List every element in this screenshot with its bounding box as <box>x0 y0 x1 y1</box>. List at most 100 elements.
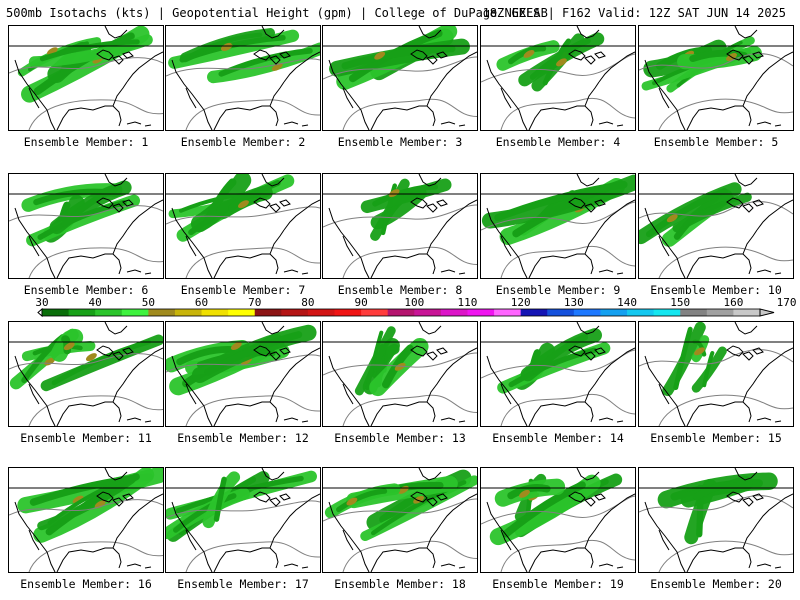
ensemble-member-label: Ensemble Member: 5 <box>653 135 779 149</box>
colorbar-swatch <box>148 309 176 316</box>
ensemble-member-label: Ensemble Member: 19 <box>492 577 624 591</box>
product-title: 500mb Isotachs (kts) | Geopotential Heig… <box>6 6 548 20</box>
ensemble-member-label: Ensemble Member: 6 <box>23 283 149 297</box>
colorbar-left-arrow <box>37 307 43 318</box>
map-graphic <box>481 174 635 278</box>
ensemble-map-7 <box>165 173 321 279</box>
ensemble-member-label: Ensemble Member: 16 <box>20 577 152 591</box>
ensemble-member-label: Ensemble Member: 8 <box>337 283 463 297</box>
colorbar-tick-label: 160 <box>723 298 743 309</box>
ensemble-map-8 <box>322 173 478 279</box>
map-graphic <box>481 322 635 426</box>
colorbar-swatch <box>440 309 468 316</box>
colorbar-swatch <box>494 309 522 316</box>
ensemble-member-label: Ensemble Member: 14 <box>492 431 624 445</box>
ensemble-member-label: Ensemble Member: 17 <box>177 577 309 591</box>
colorbar-swatch <box>361 309 389 316</box>
colorbar-tick-label: 70 <box>248 298 261 309</box>
map-graphic <box>9 322 163 426</box>
ensemble-member-label: Ensemble Member: 4 <box>495 135 621 149</box>
colorbar-tick-label: 60 <box>195 298 208 309</box>
ensemble-map-5 <box>638 25 794 131</box>
colorbar-swatch <box>307 309 336 316</box>
ensemble-map-12 <box>165 321 321 427</box>
ensemble-map-2 <box>165 25 321 131</box>
ensemble-member-label: Ensemble Member: 10 <box>650 283 782 297</box>
ensemble-map-10 <box>638 173 794 279</box>
ensemble-map-6 <box>8 173 164 279</box>
colorbar-swatch <box>254 309 282 316</box>
map-graphic <box>323 26 477 130</box>
colorbar-tick-label: 50 <box>142 298 155 309</box>
colorbar-swatch <box>547 309 575 316</box>
wind-speed-colorbar: 30 40 50 60 70 80 90 100 110 120 130 140 150 160 170 <box>0 298 800 320</box>
colorbar-swatch <box>95 309 123 316</box>
colorbar-swatch <box>201 309 229 316</box>
colorbar-swatch <box>281 309 309 316</box>
colorbar-tick-label: 80 <box>301 298 314 309</box>
ensemble-map-3 <box>322 25 478 131</box>
map-graphic <box>481 26 635 130</box>
colorbar-tick-label: 100 <box>404 298 424 309</box>
colorbar-swatch <box>414 309 442 316</box>
ensemble-map-13 <box>322 321 478 427</box>
colorbar-swatch <box>334 309 362 316</box>
colorbar-tick-label: 140 <box>617 298 637 309</box>
map-graphic <box>9 174 163 278</box>
map-graphic <box>481 468 635 572</box>
ensemble-map-9 <box>480 173 636 279</box>
colorbar-tick-label: 120 <box>511 298 531 309</box>
ensemble-map-19 <box>480 467 636 573</box>
colorbar-swatch <box>228 309 256 316</box>
ensemble-member-label: Ensemble Member: 12 <box>177 431 309 445</box>
ensemble-map-1 <box>8 25 164 131</box>
ensemble-member-label: Ensemble Member: 20 <box>650 577 782 591</box>
colorbar-tick-label: 30 <box>35 298 48 309</box>
ensemble-member-label: Ensemble Member: 15 <box>650 431 782 445</box>
colorbar-swatch <box>706 309 734 316</box>
map-graphic <box>166 26 320 130</box>
colorbar-swatch <box>121 309 149 316</box>
map-graphic <box>323 322 477 426</box>
ensemble-member-label: Ensemble Member: 1 <box>23 135 149 149</box>
ensemble-map-14 <box>480 321 636 427</box>
run-valid-time: 18Z GEFS | F162 Valid: 12Z SAT JUN 14 20… <box>482 6 786 20</box>
colorbar-tick-label: 170 <box>777 298 797 309</box>
colorbar-swatch <box>680 309 708 316</box>
ensemble-member-label: Ensemble Member: 2 <box>180 135 306 149</box>
ensemble-map-18 <box>322 467 478 573</box>
colorbar-swatch <box>520 309 548 316</box>
map-graphic <box>166 468 320 572</box>
ensemble-map-20 <box>638 467 794 573</box>
ensemble-member-label: Ensemble Member: 11 <box>20 431 152 445</box>
colorbar-swatch <box>733 309 761 316</box>
ensemble-map-17 <box>165 467 321 573</box>
colorbar-tick-label: 110 <box>458 298 478 309</box>
colorbar-tick-label: 130 <box>564 298 584 309</box>
colorbar-swatch <box>42 309 70 316</box>
colorbar-swatch <box>600 309 628 316</box>
map-graphic <box>166 322 320 426</box>
map-graphic <box>639 468 793 572</box>
header: 500mb Isotachs (kts) | Geopotential Heig… <box>0 0 800 24</box>
map-graphic <box>323 468 477 572</box>
colorbar-right-arrow <box>759 308 775 317</box>
map-graphic <box>9 26 163 130</box>
map-graphic <box>639 174 793 278</box>
colorbar-swatch <box>653 309 681 316</box>
colorbar-swatch <box>627 309 655 316</box>
ensemble-member-label: Ensemble Member: 9 <box>495 283 621 297</box>
map-graphic <box>639 26 793 130</box>
colorbar-tick-label: 40 <box>89 298 102 309</box>
colorbar-swatch <box>573 309 601 316</box>
ensemble-member-label: Ensemble Member: 13 <box>334 431 466 445</box>
map-graphic <box>323 174 477 278</box>
colorbar-swatch <box>174 309 203 316</box>
colorbar-swatch <box>387 309 415 316</box>
ensemble-member-label: Ensemble Member: 18 <box>334 577 466 591</box>
colorbar-swatch <box>68 309 96 316</box>
colorbar-tick-label: 90 <box>354 298 367 309</box>
ensemble-map-16 <box>8 467 164 573</box>
ensemble-member-label: Ensemble Member: 3 <box>337 135 463 149</box>
ensemble-map-11 <box>8 321 164 427</box>
